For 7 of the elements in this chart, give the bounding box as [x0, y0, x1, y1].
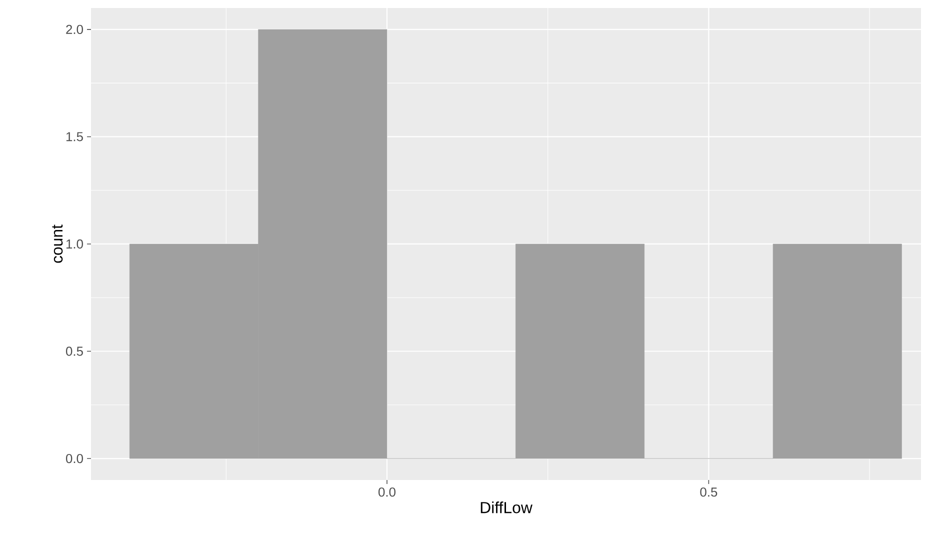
x-axis-title: DiffLow: [480, 502, 532, 514]
y-tick-label: 0.0: [66, 454, 83, 464]
y-tick-label: 1.0: [66, 239, 83, 249]
y-tick-label: 0.5: [66, 346, 83, 356]
y-tick-label: 2.0: [66, 24, 83, 34]
y-axis-title: count: [52, 224, 63, 263]
y-tick-label: 1.5: [66, 132, 83, 142]
